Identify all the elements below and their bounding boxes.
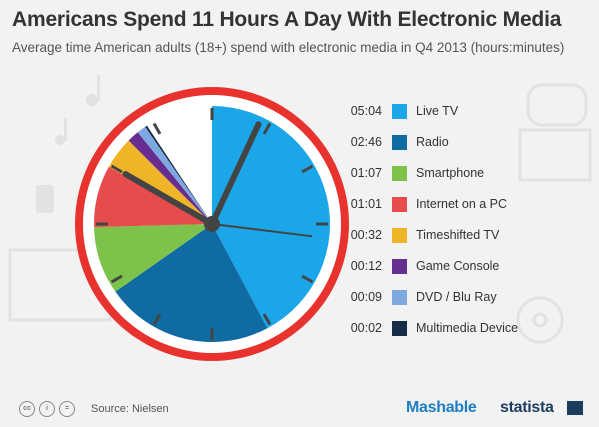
clock-pie-chart <box>75 87 349 361</box>
legend-label: Radio <box>416 135 449 149</box>
pie-slice-7 <box>145 125 212 224</box>
pie-slice-4 <box>108 140 212 224</box>
nd-icon: = <box>59 401 75 417</box>
legend-label: Game Console <box>416 259 500 273</box>
legend-swatch <box>392 289 407 305</box>
hour-tick <box>262 313 272 326</box>
legend-swatch <box>392 165 407 181</box>
brand-mashable: Mashable <box>406 399 477 416</box>
brand-statista: statista <box>500 399 554 416</box>
legend-value: 00:02 <box>350 321 382 335</box>
pie-slice-5 <box>128 132 212 224</box>
legend-swatch <box>392 320 407 336</box>
by-icon: i <box>39 401 55 417</box>
page-title: Americans Spend 11 Hours A Day With Elec… <box>12 8 562 31</box>
legend-value: 00:12 <box>350 259 382 273</box>
cc-icon: cc <box>19 401 35 417</box>
legend-label: Live TV <box>416 104 459 118</box>
legend-value: 02:46 <box>350 135 382 149</box>
smartphone-icon <box>36 185 54 213</box>
legend-item: 01:07 Smartphone <box>320 163 484 183</box>
legend-item: 05:04 Live TV <box>320 101 458 121</box>
hour-tick <box>152 313 162 326</box>
legend-item: 00:12 Game Console <box>320 256 499 276</box>
minute-hand <box>209 121 262 227</box>
pie-slice-6 <box>137 126 212 224</box>
legend-value: 05:04 <box>350 104 382 118</box>
legend-item: 00:02 Multimedia Device <box>320 318 518 338</box>
legend-label: Multimedia Device <box>416 321 519 335</box>
legend-value: 00:09 <box>350 290 382 304</box>
source-text: Source: Nielsen <box>91 403 169 415</box>
music-note-icon <box>86 94 98 106</box>
page-subtitle: Average time American adults (18+) spend… <box>12 40 565 55</box>
hour-hand <box>122 171 215 227</box>
legend-swatch <box>392 258 407 274</box>
legend-label: Internet on a PC <box>416 197 508 211</box>
clock-center <box>204 216 220 232</box>
legend-swatch <box>392 227 407 243</box>
legend-value: 01:07 <box>350 166 382 180</box>
legend-item: 00:32 Timeshifted TV <box>320 225 499 245</box>
legend-item: 00:09 DVD / Blu Ray <box>320 287 497 307</box>
legend-label: Timeshifted TV <box>416 228 500 242</box>
pie-slice-2 <box>94 224 212 292</box>
pie-slice-3 <box>93 166 212 228</box>
hour-tick <box>301 164 314 174</box>
hour-tick <box>110 274 123 284</box>
legend-label: Smartphone <box>416 166 485 180</box>
statista-logo-icon <box>567 401 583 415</box>
legend-swatch <box>392 103 407 119</box>
footer: cc i = Source: Nielsen Mashable statista <box>0 390 599 427</box>
hour-tick <box>262 122 272 135</box>
legend-value: 00:32 <box>350 228 382 242</box>
pie-slice-1 <box>115 224 268 343</box>
second-hand <box>211 223 313 238</box>
hour-tick <box>152 122 162 135</box>
hour-tick <box>110 164 123 174</box>
legend-item: 02:46 Radio <box>320 132 449 152</box>
legend-swatch <box>392 196 407 212</box>
legend-swatch <box>392 134 407 150</box>
gamepad-icon <box>526 83 588 127</box>
disc-icon <box>516 296 564 344</box>
legend-label: DVD / Blu Ray <box>416 290 497 304</box>
laptop-icon <box>518 128 592 182</box>
hour-tick <box>301 274 314 284</box>
legend-item: 01:01 Internet on a PC <box>320 194 507 214</box>
legend-value: 01:01 <box>350 197 382 211</box>
